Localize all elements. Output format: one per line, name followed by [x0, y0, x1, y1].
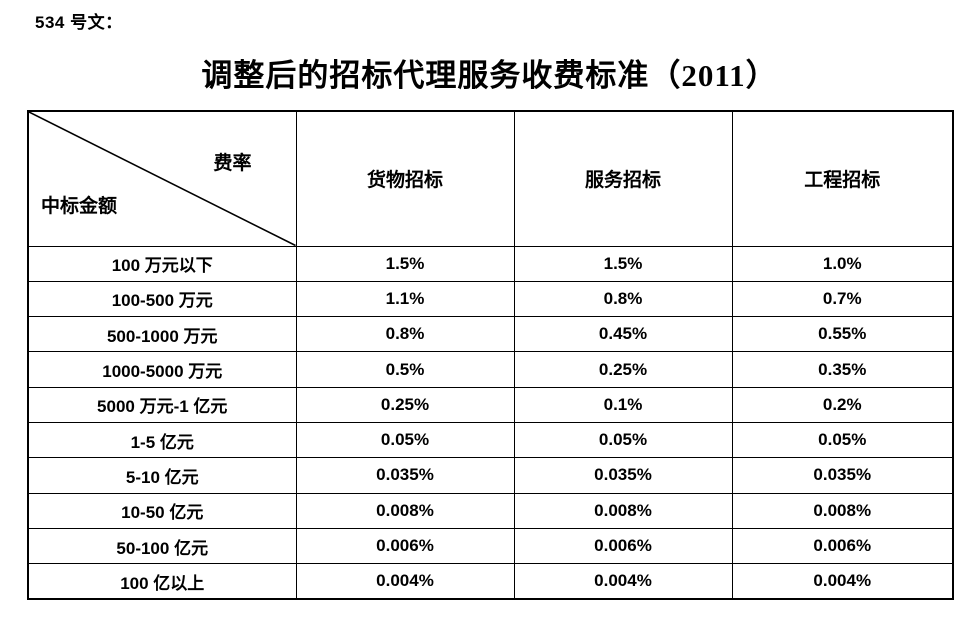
row-label: 100 万元以下 — [27, 245, 297, 282]
rate-cell: 0.006% — [295, 527, 515, 565]
column-header-engineering-bidding: 工程招标 — [731, 110, 954, 247]
rate-cell: 1.5% — [295, 245, 515, 282]
rate-cell: 0.035% — [731, 457, 954, 494]
rate-cell: 0.035% — [513, 457, 733, 494]
table-row: 100 亿以上 0.004% 0.004% 0.004% — [27, 563, 954, 600]
rate-cell: 0.2% — [731, 386, 954, 423]
row-label: 5-10 亿元 — [27, 457, 297, 494]
row-label: 1000-5000 万元 — [27, 351, 297, 388]
corner-label-bid-amount: 中标金额 — [41, 195, 118, 217]
rate-cell: 0.8% — [295, 316, 515, 353]
rate-cell: 0.7% — [731, 280, 954, 318]
rate-cell: 0.35% — [731, 351, 954, 388]
rate-cell: 1.5% — [513, 245, 733, 282]
row-label: 5000 万元-1 亿元 — [27, 386, 297, 423]
table-row: 100-500 万元 1.1% 0.8% 0.7% — [27, 280, 954, 318]
rate-cell: 0.45% — [513, 316, 733, 353]
table-row: 500-1000 万元 0.8% 0.45% 0.55% — [27, 316, 954, 353]
doc-ref-label: 534 号文： — [35, 13, 123, 32]
diagonal-divider-line — [29, 112, 295, 245]
rate-cell: 0.1% — [513, 386, 733, 423]
page-title: 调整后的招标代理服务收费标准（2011） — [201, 58, 778, 93]
rate-cell: 0.05% — [295, 421, 515, 459]
rate-cell: 0.008% — [513, 492, 733, 529]
row-label: 1-5 亿元 — [27, 421, 297, 459]
rate-cell: 0.008% — [731, 492, 954, 529]
rate-cell: 1.0% — [731, 245, 954, 282]
rate-cell: 0.035% — [295, 457, 515, 494]
rate-cell: 0.006% — [513, 527, 733, 565]
rate-cell: 0.25% — [513, 351, 733, 388]
rate-cell: 0.05% — [731, 421, 954, 459]
rate-cell: 0.8% — [513, 280, 733, 318]
table-row: 100 万元以下 1.5% 1.5% 1.0% — [27, 245, 954, 282]
rate-cell: 0.5% — [295, 351, 515, 388]
table-row: 50-100 亿元 0.006% 0.006% 0.006% — [27, 527, 954, 565]
row-label: 10-50 亿元 — [27, 492, 297, 529]
rate-cell: 0.004% — [513, 563, 733, 600]
table-row: 1000-5000 万元 0.5% 0.25% 0.35% — [27, 351, 954, 388]
row-label: 50-100 亿元 — [27, 527, 297, 565]
rate-cell: 0.05% — [513, 421, 733, 459]
table-row: 1-5 亿元 0.05% 0.05% 0.05% — [27, 421, 954, 459]
rate-cell: 0.008% — [295, 492, 515, 529]
rate-cell: 1.1% — [295, 280, 515, 318]
table-header-row: 费率 中标金额 货物招标 服务招标 工程招标 — [27, 110, 954, 247]
table-row: 5-10 亿元 0.035% 0.035% 0.035% — [27, 457, 954, 494]
row-label: 100-500 万元 — [27, 280, 297, 318]
table-corner-cell: 费率 中标金额 — [27, 110, 297, 247]
rate-cell: 0.25% — [295, 386, 515, 423]
rate-cell: 0.004% — [295, 563, 515, 600]
fee-rate-table: 费率 中标金额 货物招标 服务招标 工程招标 100 万元以下 1.5% 1.5… — [27, 110, 954, 600]
table-row: 5000 万元-1 亿元 0.25% 0.1% 0.2% — [27, 386, 954, 423]
row-label: 100 亿以上 — [27, 563, 297, 600]
corner-label-rate: 费率 — [213, 153, 252, 174]
row-label: 500-1000 万元 — [27, 316, 297, 353]
rate-cell: 0.006% — [731, 527, 954, 565]
column-header-goods-bidding: 货物招标 — [295, 110, 515, 247]
column-header-service-bidding: 服务招标 — [513, 110, 733, 247]
rate-cell: 0.004% — [731, 563, 954, 600]
table-row: 10-50 亿元 0.008% 0.008% 0.008% — [27, 492, 954, 529]
rate-cell: 0.55% — [731, 316, 954, 353]
